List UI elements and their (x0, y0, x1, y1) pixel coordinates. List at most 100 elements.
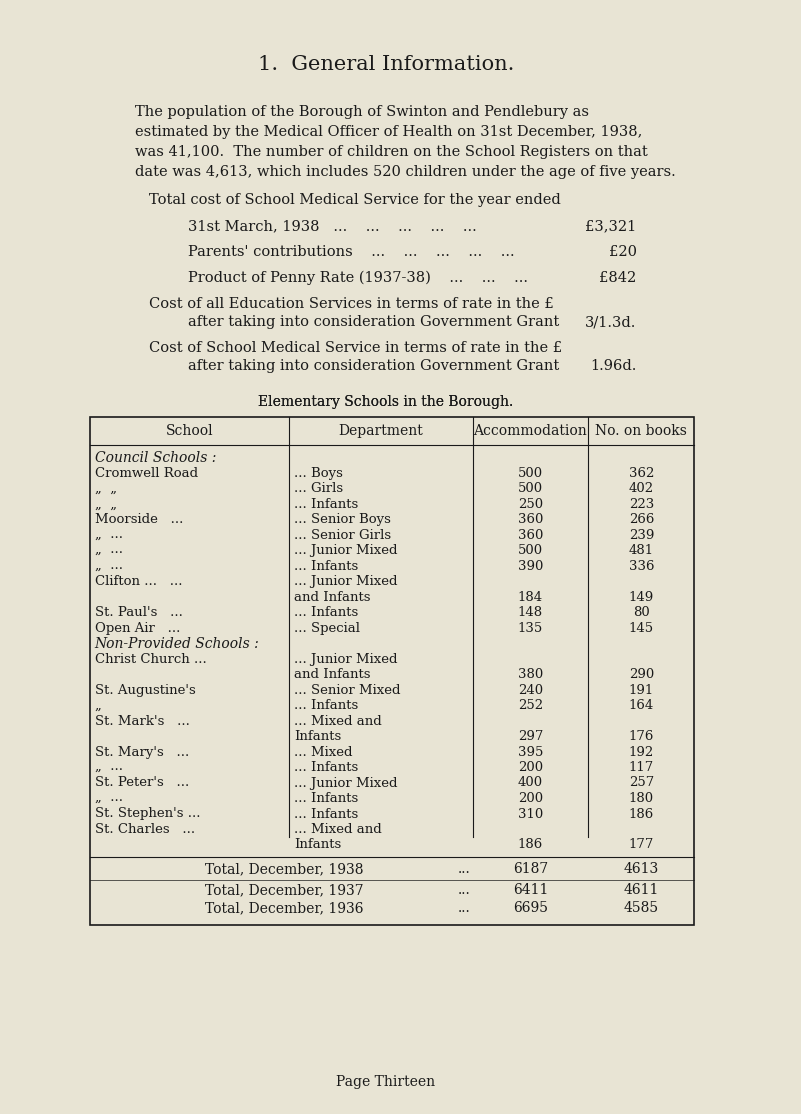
Text: 149: 149 (629, 590, 654, 604)
Text: 191: 191 (629, 684, 654, 696)
Text: St. Paul's   ...: St. Paul's ... (95, 606, 183, 619)
Text: St. Augustine's: St. Augustine's (95, 684, 195, 696)
Text: was 41,100.  The number of children on the School Registers on that: was 41,100. The number of children on th… (135, 145, 648, 159)
Text: 4613: 4613 (624, 862, 659, 876)
Text: ... Infants: ... Infants (294, 761, 358, 774)
Text: 164: 164 (629, 698, 654, 712)
Text: 192: 192 (629, 745, 654, 759)
Text: 360: 360 (517, 528, 543, 541)
Text: 31st March, 1938   ...    ...    ...    ...    ...: 31st March, 1938 ... ... ... ... ... (188, 219, 477, 233)
Text: „  „: „ „ (95, 498, 116, 510)
Text: estimated by the Medical Officer of Health on 31st December, 1938,: estimated by the Medical Officer of Heal… (135, 125, 642, 139)
Text: Parents' contributions    ...    ...    ...    ...    ...: Parents' contributions ... ... ... ... .… (188, 245, 515, 258)
Text: ...: ... (458, 862, 471, 876)
Text: 250: 250 (518, 498, 543, 510)
Text: 310: 310 (517, 808, 543, 821)
Text: „  ...: „ ... (95, 792, 123, 805)
Text: Cromwell Road: Cromwell Road (95, 467, 198, 479)
Text: after taking into consideration Government Grant: after taking into consideration Governme… (188, 359, 559, 373)
Text: Non-Provided Schools :: Non-Provided Schools : (95, 637, 260, 651)
Text: ... Mixed: ... Mixed (294, 745, 352, 759)
Text: Accommodation: Accommodation (473, 424, 587, 438)
Text: 200: 200 (518, 792, 543, 805)
Text: 481: 481 (629, 544, 654, 557)
Text: St. Charles   ...: St. Charles ... (95, 823, 195, 836)
Text: 500: 500 (518, 544, 543, 557)
Text: 6695: 6695 (513, 901, 548, 915)
Text: ... Infants: ... Infants (294, 498, 358, 510)
Text: 80: 80 (633, 606, 650, 619)
Text: „  ...: „ ... (95, 528, 123, 541)
Text: Product of Penny Rate (1937-38)    ...    ...    ...: Product of Penny Rate (1937-38) ... ... … (188, 271, 528, 285)
Text: 380: 380 (517, 668, 543, 681)
Text: St. Mark's   ...: St. Mark's ... (95, 714, 189, 727)
Text: 257: 257 (629, 776, 654, 790)
Text: Page Thirteen: Page Thirteen (336, 1075, 435, 1089)
Text: £3,321: £3,321 (586, 219, 637, 233)
Text: 6187: 6187 (513, 862, 548, 876)
Text: and Infants: and Infants (294, 590, 371, 604)
Text: ... Infants: ... Infants (294, 559, 358, 573)
Text: Total, December, 1938: Total, December, 1938 (205, 862, 364, 876)
Text: ... Infants: ... Infants (294, 792, 358, 805)
Text: ... Infants: ... Infants (294, 698, 358, 712)
Text: ... Senior Girls: ... Senior Girls (294, 528, 391, 541)
Text: 180: 180 (629, 792, 654, 805)
Text: and Infants: and Infants (294, 668, 371, 681)
Text: No. on books: No. on books (595, 424, 687, 438)
Text: 117: 117 (629, 761, 654, 774)
Text: 184: 184 (518, 590, 543, 604)
Text: St. Mary's   ...: St. Mary's ... (95, 745, 189, 759)
Text: 239: 239 (629, 528, 654, 541)
Text: ... Junior Mixed: ... Junior Mixed (294, 544, 397, 557)
Text: 186: 186 (517, 839, 543, 851)
Text: ... Junior Mixed: ... Junior Mixed (294, 575, 397, 588)
Text: Moorside   ...: Moorside ... (95, 514, 183, 526)
Text: 4611: 4611 (624, 883, 659, 897)
Text: ... Junior Mixed: ... Junior Mixed (294, 653, 397, 665)
Text: Christ Church ...: Christ Church ... (95, 653, 207, 665)
Text: Total, December, 1937: Total, December, 1937 (205, 883, 364, 897)
Text: 402: 402 (629, 482, 654, 495)
Text: 176: 176 (629, 730, 654, 743)
Text: 290: 290 (629, 668, 654, 681)
Text: 186: 186 (629, 808, 654, 821)
Text: Infants: Infants (294, 839, 341, 851)
Text: 297: 297 (517, 730, 543, 743)
Text: Department: Department (339, 424, 424, 438)
Text: 4585: 4585 (624, 901, 659, 915)
Text: 1.  General Information.: 1. General Information. (258, 55, 514, 74)
Text: 6411: 6411 (513, 883, 548, 897)
Text: 223: 223 (629, 498, 654, 510)
Text: Clifton ...   ...: Clifton ... ... (95, 575, 182, 588)
Text: ... Girls: ... Girls (294, 482, 344, 495)
Text: 500: 500 (518, 482, 543, 495)
Text: St. Stephen's ...: St. Stephen's ... (95, 808, 200, 821)
Text: ...: ... (458, 901, 471, 915)
Text: Elementary Schools in the Borough.: Elementary Schools in the Borough. (258, 395, 513, 409)
Text: ... Special: ... Special (294, 622, 360, 635)
Text: 400: 400 (518, 776, 543, 790)
Text: „  „: „ „ (95, 482, 116, 495)
Text: 200: 200 (518, 761, 543, 774)
Text: 395: 395 (517, 745, 543, 759)
Text: St. Peter's   ...: St. Peter's ... (95, 776, 189, 790)
Text: ... Infants: ... Infants (294, 808, 358, 821)
Text: Total cost of School Medical Service for the year ended: Total cost of School Medical Service for… (150, 193, 562, 207)
Text: 177: 177 (629, 839, 654, 851)
Text: Cost of School Medical Service in terms of rate in the £: Cost of School Medical Service in terms … (150, 341, 562, 355)
Text: ...: ... (458, 883, 471, 897)
Text: 145: 145 (629, 622, 654, 635)
Text: date was 4,613, which includes 520 children under the age of five years.: date was 4,613, which includes 520 child… (135, 165, 676, 179)
Text: „: „ (95, 698, 101, 712)
Text: 3/1.3d.: 3/1.3d. (586, 315, 637, 329)
Text: ... Senior Mixed: ... Senior Mixed (294, 684, 400, 696)
Text: 148: 148 (518, 606, 543, 619)
Text: Open Air   ...: Open Air ... (95, 622, 180, 635)
Text: „  ...: „ ... (95, 559, 123, 573)
Text: ... Mixed and: ... Mixed and (294, 823, 382, 836)
Text: £20: £20 (609, 245, 637, 258)
Text: ... Senior Boys: ... Senior Boys (294, 514, 391, 526)
Text: ... Boys: ... Boys (294, 467, 343, 479)
Text: Cost of all Education Services in terms of rate in the £: Cost of all Education Services in terms … (150, 297, 554, 311)
